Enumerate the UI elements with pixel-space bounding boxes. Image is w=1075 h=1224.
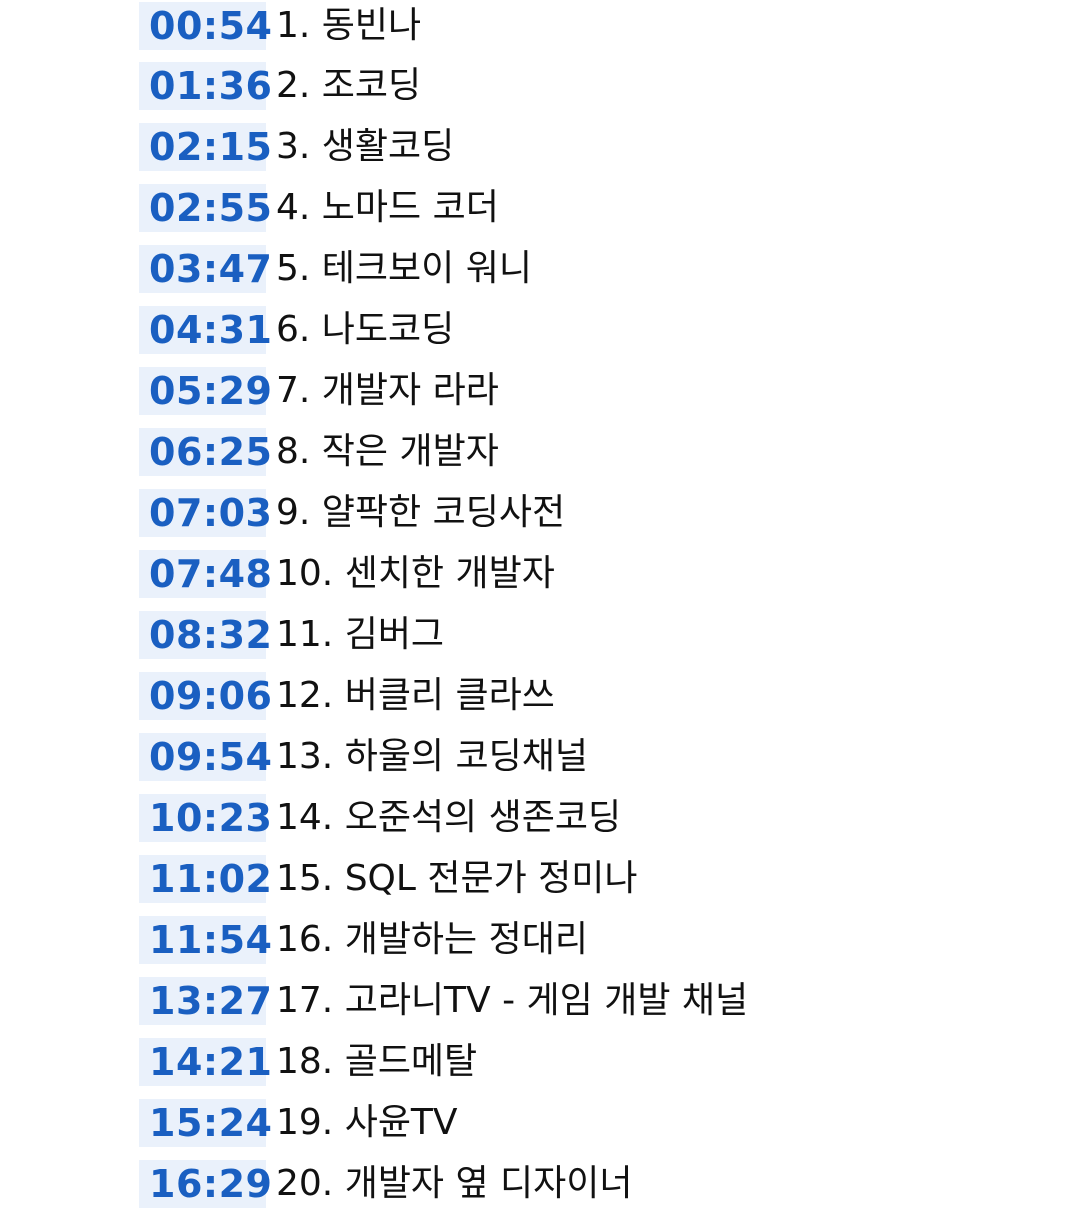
timestamp-link[interactable]: 01:36 [139, 61, 272, 110]
chapter-item: 10:23 14. 오준석의 생존코딩 [139, 787, 1069, 848]
chapter-title: 8. 작은 개발자 [276, 430, 499, 472]
chapter-title: 13. 하울의 코딩채널 [276, 735, 588, 777]
chapter-item: 05:29 7. 개발자 라라 [139, 360, 1069, 421]
chapter-title: 18. 골드메탈 [276, 1040, 478, 1082]
timestamp-link[interactable]: 14:21 [139, 1037, 272, 1086]
chapter-item: 00:54 1. 동빈나 [139, 0, 1069, 55]
timestamp-link[interactable]: 00:54 [139, 2, 272, 50]
chapter-title: 15. SQL 전문가 정미나 [276, 857, 638, 899]
timestamp-link[interactable]: 07:48 [139, 549, 272, 598]
chapter-item: 02:55 4. 노마드 코더 [139, 177, 1069, 238]
chapter-item: 11:54 16. 개발하는 정대리 [139, 909, 1069, 970]
chapter-title: 14. 오준석의 생존코딩 [276, 796, 622, 838]
chapter-item: 09:06 12. 버클리 클라쓰 [139, 665, 1069, 726]
timestamp-link[interactable]: 11:54 [139, 915, 272, 964]
chapter-item: 02:15 3. 생활코딩 [139, 116, 1069, 177]
timestamp-link[interactable]: 08:32 [139, 610, 272, 659]
chapter-item: 07:03 9. 얄팍한 코딩사전 [139, 482, 1069, 543]
timestamp-link[interactable]: 09:54 [139, 732, 272, 781]
chapter-title: 16. 개발하는 정대리 [276, 918, 588, 960]
chapter-item: 03:47 5. 테크보이 워니 [139, 238, 1069, 299]
chapter-title: 2. 조코딩 [276, 64, 422, 106]
timestamp-link[interactable]: 03:47 [139, 244, 272, 293]
chapter-item: 15:24 19. 사윤TV [139, 1092, 1069, 1153]
timestamp-link[interactable]: 02:15 [139, 122, 272, 171]
timestamp-link[interactable]: 15:24 [139, 1098, 272, 1147]
chapter-item: 11:02 15. SQL 전문가 정미나 [139, 848, 1069, 909]
chapter-item: 16:29 20. 개발자 옆 디자이너 [139, 1153, 1069, 1214]
timestamp-link[interactable]: 10:23 [139, 793, 272, 842]
chapter-title: 19. 사윤TV [276, 1101, 458, 1143]
chapter-title: 17. 고라니TV - 게임 개발 채널 [276, 979, 749, 1021]
chapter-item: 09:54 13. 하울의 코딩채널 [139, 726, 1069, 787]
chapter-item: 04:31 6. 나도코딩 [139, 299, 1069, 360]
timestamp-link[interactable]: 05:29 [139, 366, 272, 415]
chapter-item: 13:27 17. 고라니TV - 게임 개발 채널 [139, 970, 1069, 1031]
chapter-title: 3. 생활코딩 [276, 125, 455, 167]
chapter-title: 6. 나도코딩 [276, 308, 455, 350]
chapter-item: 06:25 8. 작은 개발자 [139, 421, 1069, 482]
chapter-list: 00:54 1. 동빈나 01:36 2. 조코딩 02:15 3. 생활코딩 … [139, 0, 1069, 1214]
timestamp-link[interactable]: 06:25 [139, 427, 272, 476]
chapter-title: 4. 노마드 코더 [276, 186, 499, 228]
chapter-item: 08:32 11. 김버그 [139, 604, 1069, 665]
timestamp-link[interactable]: 02:55 [139, 183, 272, 232]
chapter-item: 07:48 10. 센치한 개발자 [139, 543, 1069, 604]
chapter-title: 7. 개발자 라라 [276, 369, 499, 411]
chapter-title: 5. 테크보이 워니 [276, 247, 532, 289]
chapter-item: 14:21 18. 골드메탈 [139, 1031, 1069, 1092]
chapter-title: 10. 센치한 개발자 [276, 552, 555, 594]
timestamp-link[interactable]: 11:02 [139, 854, 272, 903]
chapter-item: 01:36 2. 조코딩 [139, 55, 1069, 116]
timestamp-link[interactable]: 16:29 [139, 1159, 272, 1208]
chapter-title: 12. 버클리 클라쓰 [276, 674, 555, 716]
chapter-title: 9. 얄팍한 코딩사전 [276, 491, 566, 533]
chapter-title: 1. 동빈나 [276, 5, 422, 46]
timestamp-link[interactable]: 04:31 [139, 305, 272, 354]
chapter-title: 20. 개발자 옆 디자이너 [276, 1162, 633, 1204]
timestamp-link[interactable]: 09:06 [139, 671, 272, 720]
chapter-title: 11. 김버그 [276, 613, 445, 655]
timestamp-link[interactable]: 13:27 [139, 976, 272, 1025]
timestamp-link[interactable]: 07:03 [139, 488, 272, 537]
